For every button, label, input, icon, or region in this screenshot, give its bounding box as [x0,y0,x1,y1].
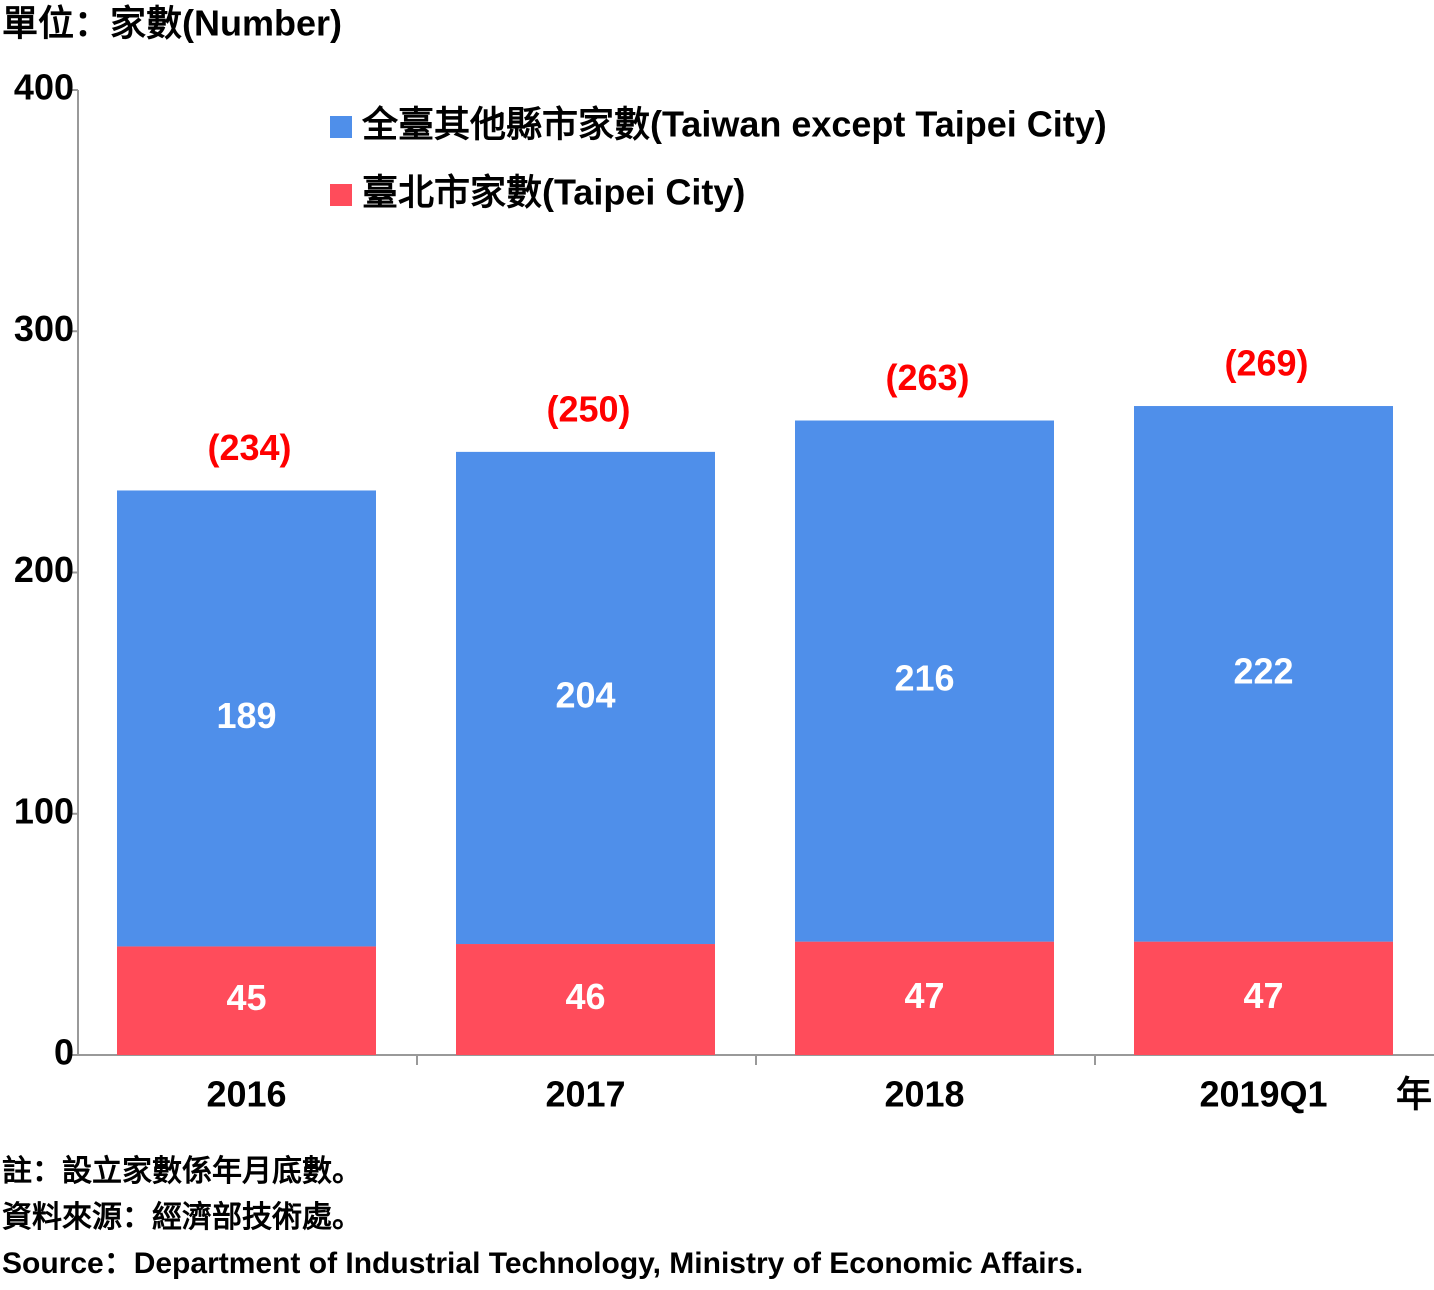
x-tick-label: 2017 [545,1074,625,1115]
x-tick-label: 2019Q1 [1199,1074,1327,1115]
value-label: 222 [1233,650,1293,691]
y-tick-label: 400 [14,67,74,108]
y-tick-label: 0 [54,1032,74,1073]
value-label: 47 [904,975,944,1016]
bar-segment [456,944,715,1055]
value-label: 189 [216,695,276,736]
note: Source：Department of Industrial Technolo… [2,1247,1083,1280]
y-tick-label: 100 [14,790,74,831]
total-label: (250) [546,388,630,429]
x-tick-label: 2018 [884,1074,964,1115]
total-label: (234) [207,427,291,468]
legend-swatch [330,116,352,138]
total-label: (263) [885,357,969,398]
note: 資料來源：經濟部技術處。 [2,1200,362,1234]
legend-label: 臺北市家數(Taipei City) [362,172,745,213]
bar-segment [117,490,376,947]
legend-swatch [330,184,352,206]
y-tick-label: 200 [14,549,74,590]
y-tick-label: 300 [14,308,74,349]
bar-segment [1134,406,1393,942]
x-unit: 年 [1396,1074,1432,1115]
total-label: (269) [1224,343,1308,384]
x-tick-label: 2016 [206,1074,286,1115]
bar-segment [117,946,376,1055]
value-label: 47 [1243,975,1283,1016]
value-label: 45 [226,977,266,1018]
value-label: 204 [555,674,615,715]
bar-segment [456,451,715,945]
note: 註：設立家數係年月底數。 [2,1154,362,1188]
bar-segment [1134,941,1393,1055]
y-unit: 單位：家數(Number) [2,3,342,44]
value-label: 216 [894,658,954,699]
legend-label: 全臺其他縣市家數(Taiwan except Taipei City) [361,104,1107,145]
value-label: 46 [565,976,605,1017]
bar-segment [795,941,1054,1055]
bar-segment [795,420,1054,942]
